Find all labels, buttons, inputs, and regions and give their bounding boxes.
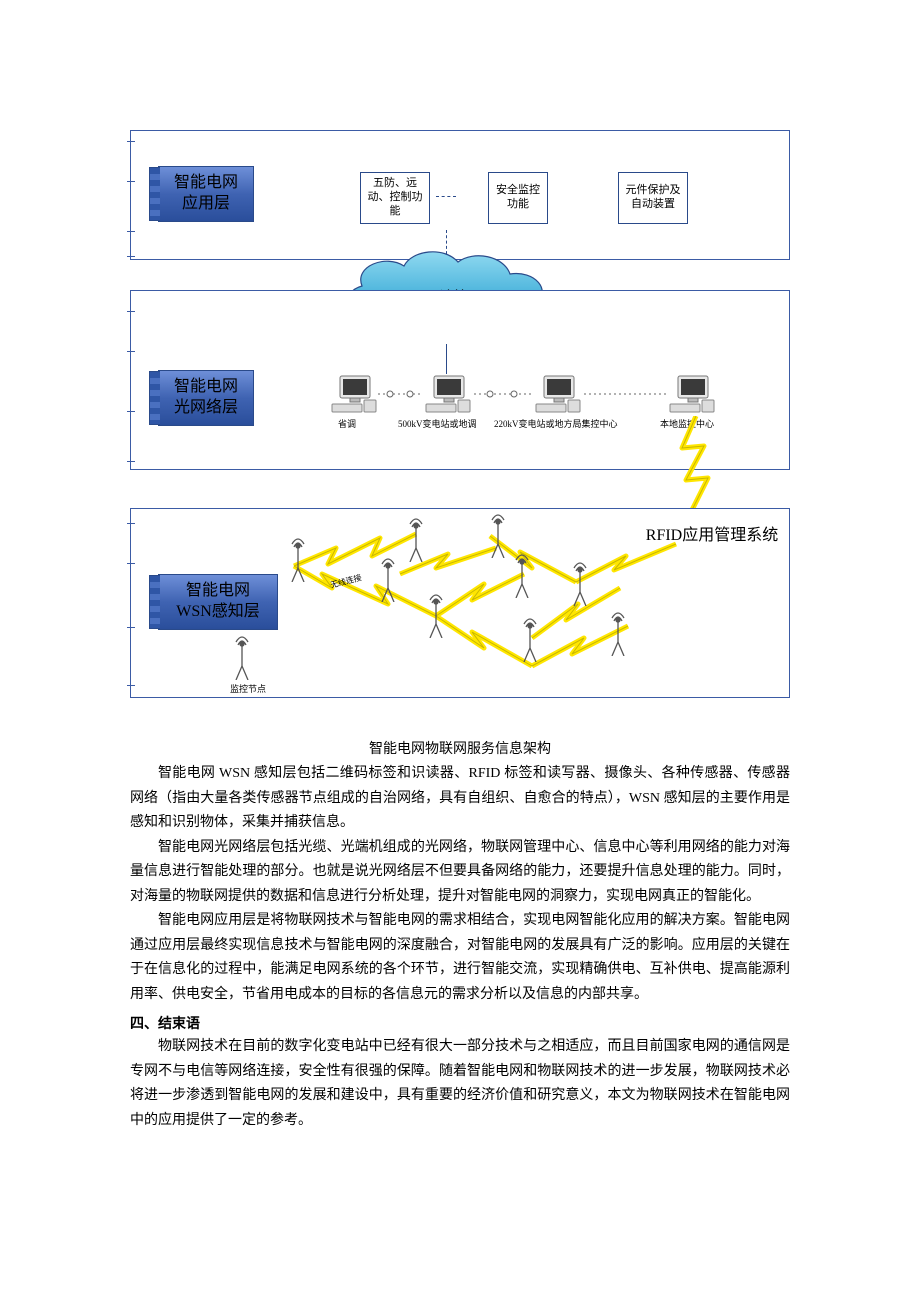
pc-3-label: 220kV变电站或地方局集控中心 [494, 420, 618, 430]
antenna-2 [406, 518, 426, 562]
paragraph-2: 智能电网光网络层包括光缆、光端机组成的光网络，物联网管理中心、信息中心等利用网络… [130, 836, 790, 910]
antenna-10 [232, 636, 252, 680]
antenna-7 [426, 594, 446, 638]
layer-label-app: 智能电网 应用层 [158, 166, 254, 222]
pc-1-label: 省调 [338, 420, 356, 430]
antenna-1 [288, 538, 308, 582]
paragraph-1: 智能电网 WSN 感知层包括二维码标签和识读器、RFID 标签和读写器、摄像头、… [130, 762, 790, 836]
wsn-mesh-bolts [280, 508, 740, 698]
connector-cloud-net [446, 344, 447, 374]
app-box-2: 安全监控功能 [488, 172, 548, 224]
layer-label-net: 智能电网 光网络层 [158, 370, 254, 426]
architecture-diagram: 智能电网 应用层 五防、远动、控制功能 安全监控功能 元件保护及自动装置 云计算 [130, 130, 790, 720]
diagram-caption: 智能电网物联网服务信息架构 [130, 738, 790, 758]
paragraph-3: 智能电网应用层是将物联网技术与智能电网的需求相结合，实现电网智能化应用的解决方案… [130, 909, 790, 1007]
antenna-6 [570, 562, 590, 606]
antenna-5 [512, 554, 532, 598]
app-connector-dash [436, 196, 456, 197]
pc-1 [330, 374, 378, 414]
node-label: 监控节点 [224, 682, 272, 695]
paragraph-4: 物联网技术在目前的数字化变电站中已经有很大一部分技术与之相适应，而且目前国家电网… [130, 1035, 790, 1133]
antenna-9 [608, 612, 628, 656]
pc-links [378, 384, 668, 404]
antenna-3 [378, 558, 398, 602]
antenna-4 [488, 514, 508, 558]
app-box-3: 元件保护及自动装置 [618, 172, 688, 224]
pc-2-label: 500kV变电站或地调 [398, 420, 477, 430]
layer-label-wsn: 智能电网 WSN感知层 [158, 574, 278, 630]
app-box-1: 五防、远动、控制功能 [360, 172, 430, 224]
antenna-8 [520, 618, 540, 662]
heading-conclusion: 四、结束语 [130, 1013, 790, 1033]
pc-4 [668, 374, 716, 414]
